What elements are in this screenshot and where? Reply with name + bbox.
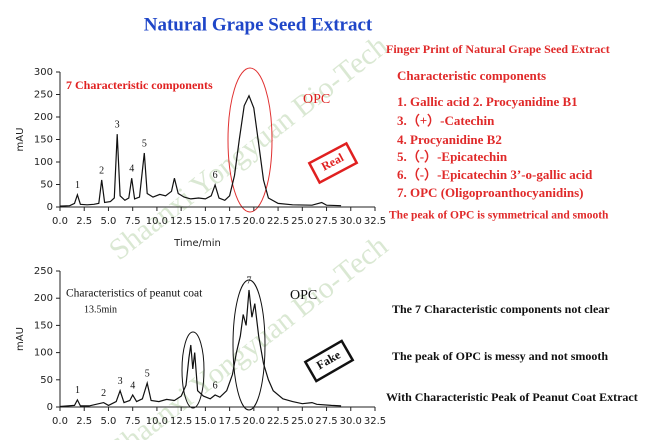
x-tick-label: 12.5 xyxy=(170,416,192,427)
x-tick-label: 2.5 xyxy=(76,416,92,427)
peak-label: 2 xyxy=(99,165,104,176)
x-tick-label: 12.5 xyxy=(170,216,192,227)
opc-ellipse xyxy=(227,67,273,213)
component-item: 7. OPC (Oligoproanthocyanidins) xyxy=(397,185,583,200)
annotation: OPC xyxy=(290,288,317,303)
x-tick-label: 17.5 xyxy=(218,216,240,227)
x-tick-label: 20.0 xyxy=(243,416,265,427)
peak-label: 4 xyxy=(130,380,135,391)
annotation: 7 Characteristic components xyxy=(66,78,213,92)
fake-box xyxy=(303,339,355,383)
peanut-ellipse xyxy=(181,331,205,409)
component-list: 1. Gallic acid 2. Procyanidine B1 3.（+）-C… xyxy=(397,94,593,200)
component-item: 6.（-）-Epicatechin 3’-o-gallic acid xyxy=(397,167,593,182)
x-axis-label: Time/min xyxy=(173,238,221,249)
peak-label: 7 xyxy=(247,275,252,286)
peak-label: 3 xyxy=(118,376,123,387)
x-tick-label: 15.0 xyxy=(194,216,216,227)
x-tick-label: 22.5 xyxy=(267,416,289,427)
x-tick-label: 15.0 xyxy=(194,416,216,427)
opc-ellipse xyxy=(232,279,266,411)
y-tick-label: 0 xyxy=(47,402,53,413)
x-tick-label: 27.5 xyxy=(315,416,337,427)
y-tick-label: 250 xyxy=(34,266,53,277)
y-axis-label: mAU xyxy=(15,128,26,152)
x-tick-label: 0.0 xyxy=(52,416,68,427)
peak-label: 5 xyxy=(142,138,147,149)
y-tick-label: 50 xyxy=(40,180,53,191)
x-tick-label: 10.0 xyxy=(146,416,168,427)
chromatogram-line xyxy=(59,289,342,408)
peak-label: 1 xyxy=(75,180,80,191)
peak-label: 4 xyxy=(129,163,134,174)
annotation: 13.5min xyxy=(84,304,117,315)
x-tick-label: 7.5 xyxy=(125,416,141,427)
real-box xyxy=(307,141,359,185)
x-tick-label: 25.0 xyxy=(291,416,313,427)
y-tick-label: 150 xyxy=(34,135,53,146)
x-tick-label: 5.0 xyxy=(101,216,117,227)
y-tick-label: 200 xyxy=(34,112,53,123)
x-tick-label: 5.0 xyxy=(101,416,117,427)
panel-subheading: Characteristic components xyxy=(397,68,546,83)
x-tick-label: 10.0 xyxy=(146,216,168,227)
panel-heading: Finger Print of Natural Grape Seed Extra… xyxy=(386,42,610,56)
x-tick-label: 32.5 xyxy=(364,416,386,427)
component-item: 3.（+）-Catechin xyxy=(397,113,495,128)
panel-note: The peak of OPC is symmetrical and smoot… xyxy=(389,210,609,222)
x-tick-label: 0.0 xyxy=(52,216,68,227)
component-item: 1. Gallic acid 2. Procyanidine B1 xyxy=(397,94,578,109)
peak-label: 6 xyxy=(213,380,218,391)
y-tick-label: 200 xyxy=(34,293,53,304)
x-tick-label: 22.5 xyxy=(267,216,289,227)
peak-label: 2 xyxy=(101,388,106,399)
annotation: Characteristics of peanut coat xyxy=(66,288,203,300)
title: Natural Grape Seed Extract xyxy=(144,14,373,35)
bottom-note: The 7 Characteristic components not clea… xyxy=(392,302,610,316)
y-tick-label: 50 xyxy=(40,375,53,386)
y-tick-label: 0 xyxy=(47,202,53,213)
chromatogram-line xyxy=(59,94,342,207)
y-tick-label: 300 xyxy=(34,67,53,78)
x-tick-label: 2.5 xyxy=(76,216,92,227)
peak-label: 6 xyxy=(213,170,218,181)
y-tick-label: 250 xyxy=(34,90,53,101)
x-tick-label: 20.0 xyxy=(243,216,265,227)
bottom-note: With Characteristic Peak of Peanut Coat … xyxy=(386,390,638,404)
bottom-note: The peak of OPC is messy and not smooth xyxy=(392,349,608,363)
peak-label: 1 xyxy=(75,385,80,396)
y-axis-label: mAU xyxy=(15,327,26,351)
peak-label: 3 xyxy=(115,119,120,130)
x-tick-label: 27.5 xyxy=(315,216,337,227)
x-tick-label: 30.0 xyxy=(340,416,362,427)
y-tick-label: 100 xyxy=(34,157,53,168)
x-tick-label: 30.0 xyxy=(340,216,362,227)
component-item: 5.（-）-Epicatechin xyxy=(397,149,508,164)
x-tick-label: 32.5 xyxy=(364,216,386,227)
peak-label: 5 xyxy=(145,368,150,379)
y-tick-label: 150 xyxy=(34,320,53,331)
x-tick-label: 7.5 xyxy=(125,216,141,227)
x-tick-label: 17.5 xyxy=(218,416,240,427)
annotation: OPC xyxy=(303,92,330,107)
x-tick-label: 25.0 xyxy=(291,216,313,227)
y-tick-label: 100 xyxy=(34,348,53,359)
component-item: 4. Procyanidine B2 xyxy=(397,132,502,147)
